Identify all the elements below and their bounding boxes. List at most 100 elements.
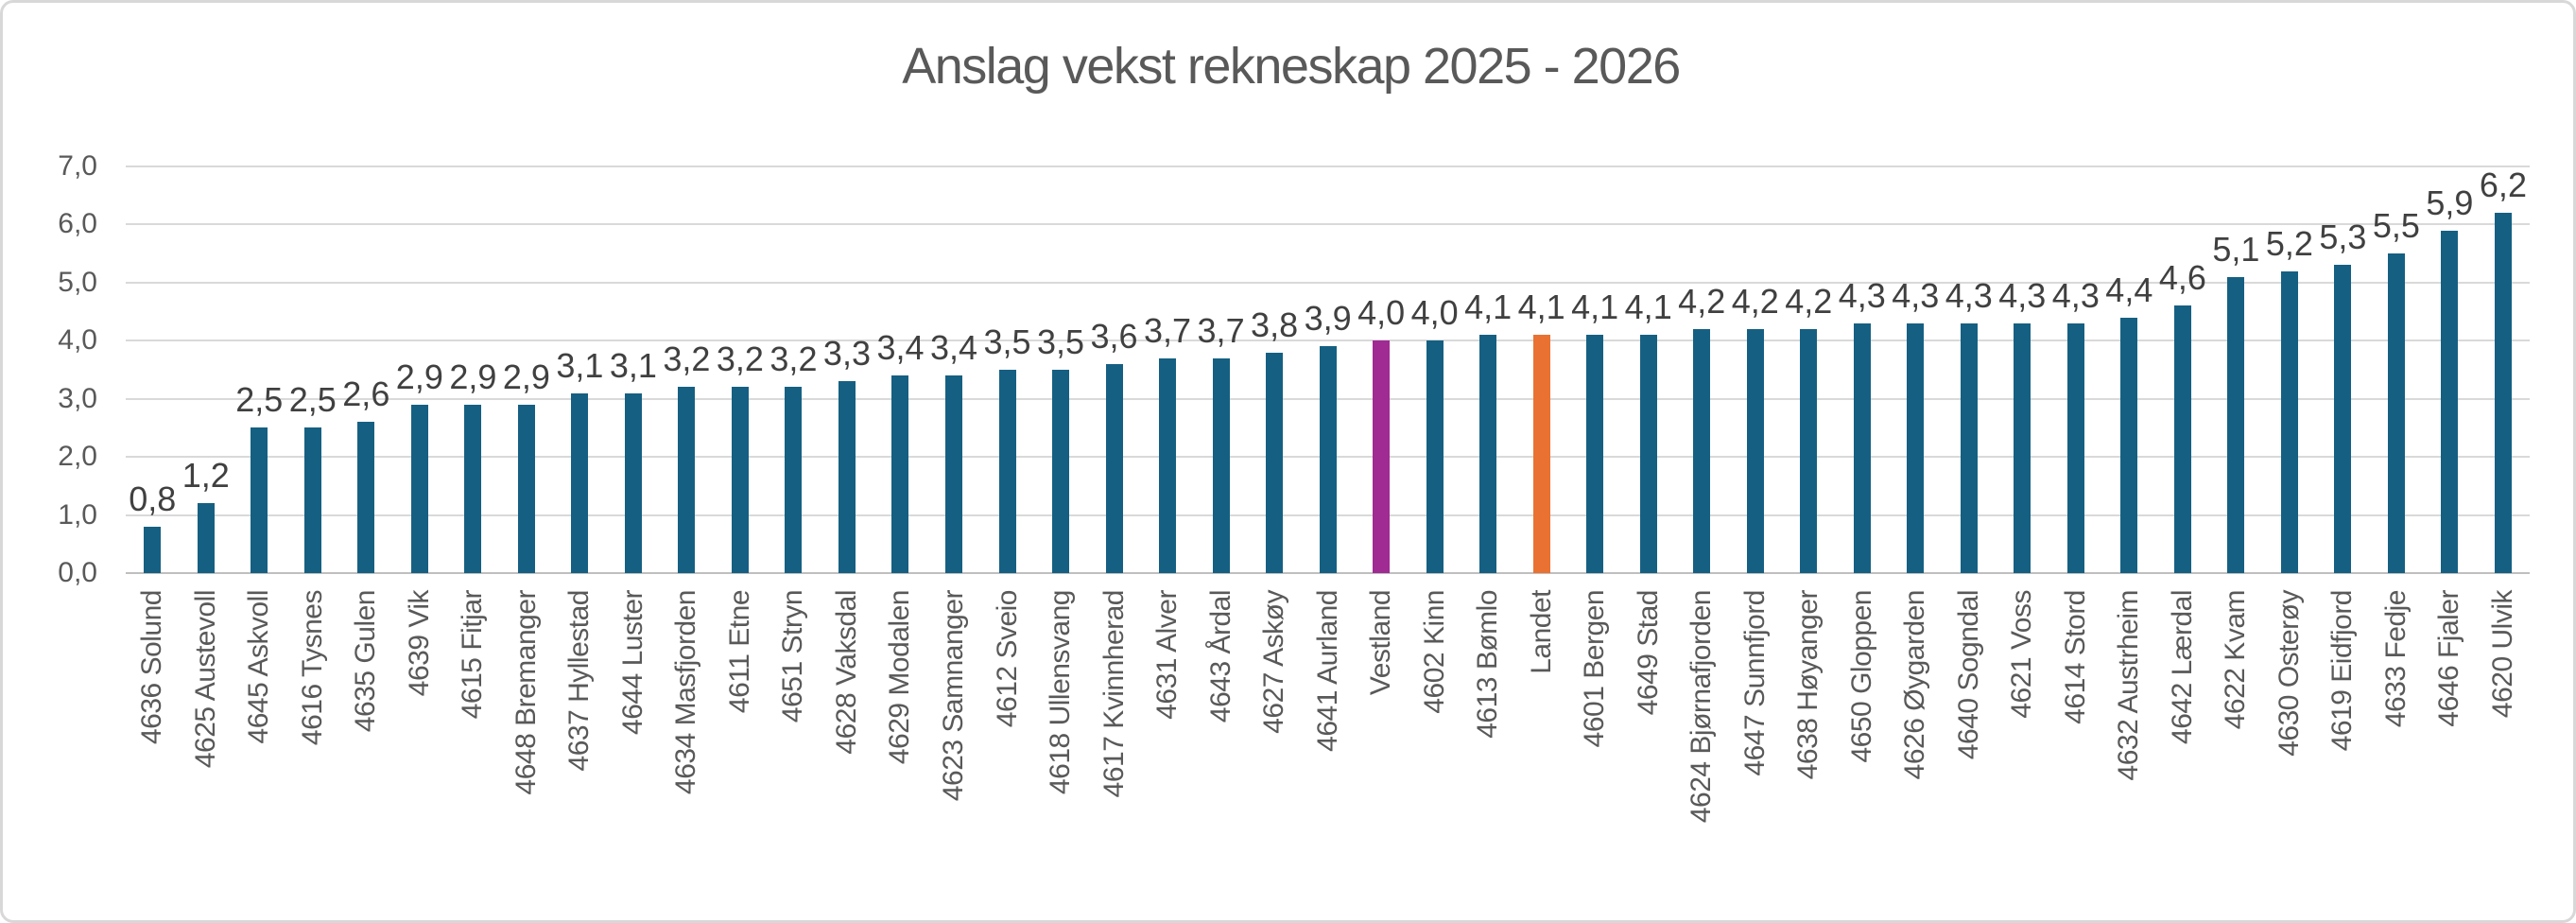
x-label-cell: 4620 Ulvik <box>2477 590 2531 916</box>
bar-4625-austevoll <box>197 503 215 573</box>
x-label-cell: 4648 Bremanger <box>500 590 554 916</box>
bar-cell: 5,5 <box>2370 166 2424 573</box>
bar-value-label: 4,3 <box>2051 275 2100 315</box>
bar-4629-modalen <box>891 375 909 573</box>
bar-value-label: 4,1 <box>1464 287 1513 327</box>
bar-4616-tysnes <box>303 427 321 573</box>
category-label: 4602 Kinn <box>1418 590 1450 714</box>
bar-cell: 3,9 <box>1301 166 1355 573</box>
bar-cell: 5,9 <box>2423 166 2477 573</box>
x-label-cell: 4629 Modalen <box>873 590 927 916</box>
x-label-cell: 4633 Fedje <box>2370 590 2424 916</box>
bar-value-label: 4,3 <box>1945 275 1993 315</box>
category-label: 4632 Austrheim <box>2113 590 2145 781</box>
bar-cell: 2,9 <box>446 166 500 573</box>
bar-cell: 1,2 <box>180 166 233 573</box>
x-label-cell: 4647 Sunnfjord <box>1728 590 1782 916</box>
bar-4627-askøy <box>1266 352 1284 573</box>
category-label: 4651 Stryn <box>777 590 809 723</box>
bar-cell: 3,6 <box>1087 166 1141 573</box>
x-label-cell: 4614 Stord <box>2049 590 2103 916</box>
bar-cell: 4,1 <box>1514 166 1568 573</box>
category-label: 4636 Solund <box>136 590 168 744</box>
category-label: 4624 Bjørnafjorden <box>1686 590 1718 824</box>
bar-cell: 4,6 <box>2156 166 2210 573</box>
bar-cell: 4,3 <box>1996 166 2049 573</box>
bar-4620-ulvik <box>2494 213 2512 573</box>
category-label: 4614 Stord <box>2059 590 2091 724</box>
bar-cell: 3,5 <box>980 166 1034 573</box>
bar-4637-hyllestad <box>571 392 589 573</box>
bar-cell: 3,2 <box>714 166 768 573</box>
category-label: 4640 Sogndal <box>1952 590 1984 760</box>
bar-4649-stad <box>1639 335 1657 573</box>
x-label-cell: 4612 Sveio <box>980 590 1034 916</box>
x-label-cell: 4628 Vaksdal <box>821 590 874 916</box>
bar-value-label: 3,6 <box>1090 316 1138 356</box>
category-label: 4623 Samnanger <box>937 590 969 802</box>
y-tick-label: 5,0 <box>58 266 97 298</box>
gridline <box>126 165 2530 167</box>
category-label: 4648 Bremanger <box>510 590 542 795</box>
category-label: 4641 Aurland <box>1311 590 1343 752</box>
bar-4648-bremanger <box>517 404 535 573</box>
category-label: 4646 Fjaler <box>2433 590 2465 727</box>
category-label: 4615 Fitjar <box>457 590 489 720</box>
bar-value-label: 3,1 <box>556 345 604 385</box>
x-label-cell: 4649 Stad <box>1621 590 1675 916</box>
bar-cell: 2,5 <box>233 166 286 573</box>
x-axis-line <box>126 572 2530 574</box>
bar-series: 0,8 1,2 2,5 2,5 2,6 2,9 2,9 2,9 3,1 3,1 3,2 3,2 3,2 3… <box>126 165 2530 573</box>
x-label-cell: 4646 Fjaler <box>2423 590 2477 916</box>
category-label: 4645 Askvoll <box>243 590 275 744</box>
category-label: Vestland <box>1365 590 1397 696</box>
bar-value-label: 2,9 <box>502 357 550 396</box>
bar-value-label: 4,3 <box>1892 275 1940 315</box>
category-label: 4629 Modalen <box>884 590 916 765</box>
x-label-cell: 4635 Gulen <box>339 590 393 916</box>
bar-value-label: 3,7 <box>1144 310 1192 350</box>
x-label-cell: 4624 Bjørnafjorden <box>1675 590 1729 916</box>
bar-vestland <box>1373 340 1391 573</box>
x-label-cell: 4601 Bergen <box>1568 590 1622 916</box>
bar-cell: 4,1 <box>1621 166 1675 573</box>
bar-4611-etne <box>731 387 749 573</box>
category-label: 4630 Osterøy <box>2273 590 2305 757</box>
bar-value-label: 3,8 <box>1251 305 1299 344</box>
bar-value-label: 5,2 <box>2265 223 2313 263</box>
bar-value-label: 3,4 <box>876 328 925 368</box>
x-label-cell: 4626 Øygarden <box>1889 590 1943 916</box>
category-label: 4631 Alver <box>1151 590 1184 720</box>
bar-4622-kvam <box>2227 276 2245 573</box>
bar-4635-gulen <box>357 422 375 573</box>
bar-4615-fitjar <box>464 404 482 573</box>
category-label: 4601 Bergen <box>1579 590 1611 748</box>
bar-4619-eidfjord <box>2334 265 2352 573</box>
chart-title: Anslag vekst rekneskap 2025 - 2026 <box>902 38 1681 95</box>
bar-4650-gloppen <box>1853 322 1871 573</box>
category-label: 4621 Voss <box>2006 590 2038 719</box>
x-label-cell: 4644 Luster <box>607 590 661 916</box>
category-label: 4625 Austevoll <box>189 590 221 769</box>
category-label: 4616 Tysnes <box>296 590 328 746</box>
bar-value-label: 5,9 <box>2426 183 2474 222</box>
x-label-cell: 4611 Etne <box>714 590 768 916</box>
bar-4647-sunnfjord <box>1746 329 1764 573</box>
bar-cell: 4,2 <box>1782 166 1836 573</box>
x-label-cell: 4621 Voss <box>1996 590 2049 916</box>
bar-value-label: 5,3 <box>2319 218 2367 257</box>
bar-value-label: 4,0 <box>1410 293 1459 333</box>
category-label: 4633 Fedje <box>2379 590 2412 728</box>
bar-value-label: 3,5 <box>1036 322 1085 361</box>
x-label-cell: 4615 Fitjar <box>446 590 500 916</box>
bar-cell: 3,7 <box>1141 166 1195 573</box>
x-label-cell: 4638 Høyanger <box>1782 590 1836 916</box>
x-label-cell: 4651 Stryn <box>767 590 821 916</box>
bar-4645-askvoll <box>251 427 268 573</box>
bar-cell: 4,3 <box>1836 166 1890 573</box>
bar-value-label: 2,5 <box>288 380 337 420</box>
x-axis: 4636 Solund 4625 Austevoll 4645 Askvoll 461… <box>126 590 2530 916</box>
bar-value-label: 3,9 <box>1304 299 1352 339</box>
category-label: 4639 Vik <box>403 590 435 697</box>
